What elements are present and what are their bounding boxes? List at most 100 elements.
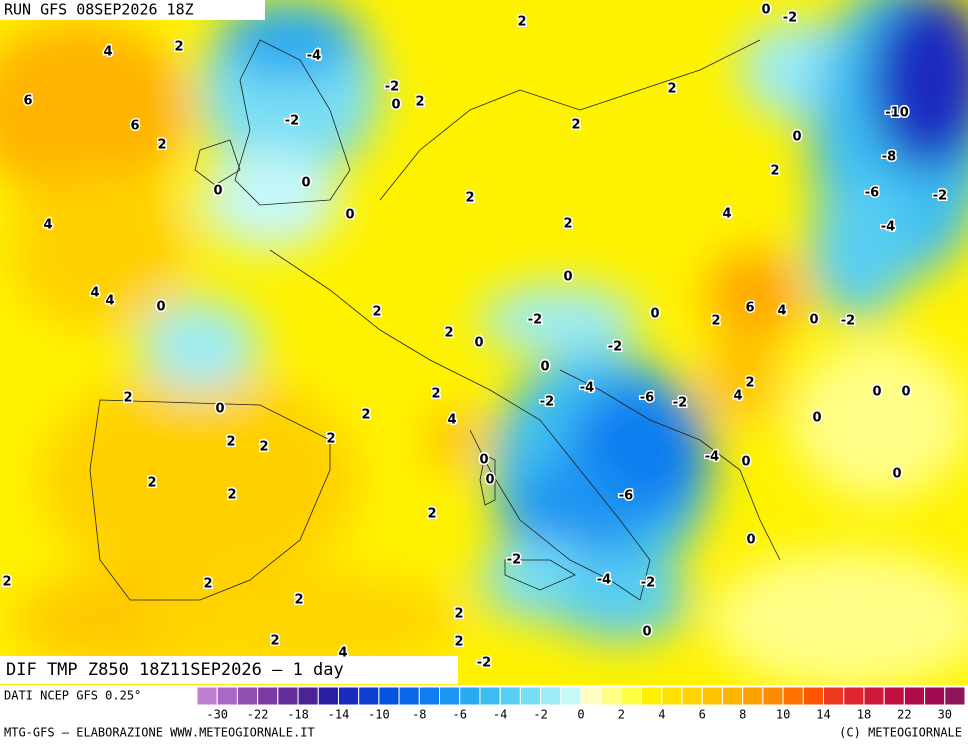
contour-label: 0: [540, 360, 549, 375]
contour-label: 2: [157, 138, 166, 153]
contour-label: 0: [563, 270, 572, 285]
color-swatch: [944, 686, 966, 706]
contour-label: 4: [103, 45, 112, 60]
color-swatch: [600, 686, 622, 706]
scale-tick-label: -10: [368, 708, 390, 722]
color-swatch: [439, 686, 461, 706]
contour-label: 2: [444, 326, 453, 341]
contour-label: 2: [372, 305, 381, 320]
run-title: RUN GFS 08SEP2026 18Z: [4, 1, 194, 19]
color-swatch: [277, 686, 299, 706]
scale-tick-label: -4: [493, 708, 507, 722]
contour-label: -2: [540, 395, 554, 410]
coastlines: [89, 39, 781, 601]
contour-label: -6: [619, 489, 633, 504]
scale-tick-label: -8: [412, 708, 426, 722]
color-swatch: [641, 686, 663, 706]
contour-label: 4: [733, 389, 742, 404]
footer-left: MTG-GFS – ELABORAZIONE WWW.METEOGIORNALE…: [4, 726, 315, 740]
color-swatch: [216, 686, 238, 706]
contour-label: 0: [650, 307, 659, 322]
contour-label: -4: [597, 573, 611, 588]
contour-label: -2: [385, 80, 399, 95]
contour-label: -2: [673, 396, 687, 411]
contour-label: 2: [431, 387, 440, 402]
contour-label: 6: [130, 119, 139, 134]
contour-label: 0: [741, 455, 750, 470]
contour-label: -2: [285, 114, 299, 129]
contour-label: 2: [270, 634, 279, 649]
contour-label: 2: [203, 577, 212, 592]
scale-tick-label: -6: [453, 708, 467, 722]
contour-label: 2: [465, 191, 474, 206]
contour-label: 2: [226, 435, 235, 450]
contour-label: 4: [105, 294, 114, 309]
color-swatch: [297, 686, 319, 706]
color-swatch: [823, 686, 845, 706]
contour-label: -6: [865, 186, 879, 201]
scale-tick-label: 8: [739, 708, 746, 722]
color-swatch: [701, 686, 723, 706]
contour-label: 0: [215, 402, 224, 417]
scale-tick-label: 4: [658, 708, 665, 722]
color-swatch: [742, 686, 764, 706]
scale-tick-label: 10: [776, 708, 790, 722]
scale-tick-label: 14: [816, 708, 830, 722]
scale-tick-label: 18: [857, 708, 871, 722]
color-swatch: [903, 686, 926, 706]
color-swatch: [762, 686, 784, 706]
contour-label: 4: [338, 646, 347, 661]
contour-label: 2: [454, 607, 463, 622]
contour-label: -10: [885, 106, 909, 121]
contour-label: -4: [881, 220, 895, 235]
color-swatch: [540, 686, 562, 706]
color-swatch: [863, 686, 885, 706]
contour-label: 4: [90, 286, 99, 301]
scale-tick-label: -30: [206, 708, 228, 722]
contour-label: -2: [933, 189, 947, 204]
scale-tick-label: 0: [577, 708, 584, 722]
contour-label: 2: [454, 635, 463, 650]
contour-label: 0: [474, 336, 483, 351]
color-swatch: [418, 686, 441, 706]
contour-label: 0: [872, 385, 881, 400]
color-swatch: [236, 686, 259, 706]
color-swatch: [620, 686, 643, 706]
contour-label: 2: [415, 95, 424, 110]
color-swatch: [681, 686, 703, 706]
contour-label: 0: [642, 625, 651, 640]
color-swatch: [358, 686, 380, 706]
contour-label: 2: [563, 217, 572, 232]
contour-label: -2: [841, 314, 855, 329]
contour-label: -4: [705, 450, 719, 465]
contour-label: 0: [345, 208, 354, 223]
contour-label: 0: [792, 130, 801, 145]
color-swatch: [782, 686, 804, 706]
contour-label: 2: [259, 440, 268, 455]
contour-label: -2: [608, 340, 622, 355]
contour-label: 2: [770, 164, 779, 179]
contour-label: -2: [528, 313, 542, 328]
contour-label: -2: [477, 656, 491, 671]
color-swatch: [317, 686, 339, 706]
map-title: DIF TMP Z850 18Z11SEP2026 – 1 day: [6, 660, 344, 680]
contour-label: 2: [427, 507, 436, 522]
color-swatch: [196, 686, 218, 706]
color-swatch: [661, 686, 683, 706]
color-swatch: [843, 686, 865, 706]
contour-label: 4: [722, 207, 731, 222]
color-swatch: [580, 686, 602, 706]
contour-label: 2: [711, 314, 720, 329]
contour-label: 2: [667, 82, 676, 97]
contour-label: 0: [485, 473, 494, 488]
color-swatch: [398, 686, 420, 706]
color-swatch: [519, 686, 542, 706]
color-swatch: [378, 686, 400, 706]
contour-label: 2: [326, 432, 335, 447]
contour-label: 2: [2, 575, 11, 590]
contour-label: -4: [580, 381, 594, 396]
scale-tick-label: 22: [897, 708, 911, 722]
contour-label: -2: [641, 576, 655, 591]
scale-tick-label: 6: [699, 708, 706, 722]
